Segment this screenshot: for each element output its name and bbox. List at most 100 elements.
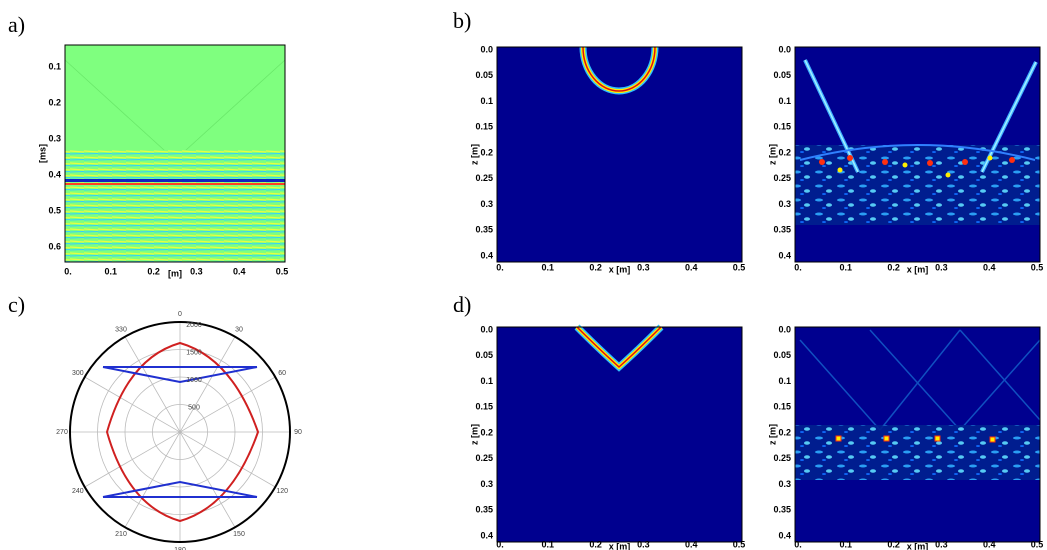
x-axis-label: x [m] [907,264,929,274]
seismogram-image [64,44,286,263]
y-tick-label: 0.25 [475,173,493,183]
y-tick-label: 0.3 [480,479,493,489]
y-tick-label: 0.35 [475,225,493,235]
y-tick-label: 0.15 [773,122,791,132]
angle-label: 210 [115,531,127,538]
angle-label: 270 [56,429,68,436]
panel-label: c) [8,292,25,317]
y-tick-label: 0.1 [480,376,493,386]
x-tick-label: 0. [794,539,802,549]
image-plot [794,326,1041,543]
angle-label: 60 [278,370,286,377]
image-plot [496,324,743,543]
x-tick-label: 0.4 [685,262,698,272]
angle-label: 240 [72,488,84,495]
radial-label: 1500 [186,349,202,356]
image-plot [794,46,1041,263]
x-tick-label: 0.3 [190,266,203,276]
x-tick-label: 0.1 [840,539,853,549]
x-tick-label: 0.4 [685,539,698,549]
x-tick-label: 0.2 [147,266,160,276]
x-axis-label: [m] [168,268,182,278]
y-axis-label: z [m] [469,144,479,165]
x-tick-label: 0. [794,262,802,272]
x-tick-label: 0. [64,266,72,276]
x-tick-label: 0.5 [276,266,289,276]
y-tick-label: 0.0 [778,324,791,334]
x-tick-label: 0.5 [733,539,746,549]
radial-label: 500 [188,404,200,411]
x-tick-label: 0.5 [733,262,746,272]
y-tick-label: 0.05 [773,70,791,80]
y-tick-label: 0.0 [480,44,493,54]
y-tick-label: 0.2 [480,147,493,157]
y-tick-label: 0.15 [475,402,493,412]
x-tick-label: 0. [496,539,504,549]
x-axis-label: x [m] [609,541,631,550]
image-plot [496,46,743,263]
x-axis-label: x [m] [907,541,929,550]
y-tick-label: 0.4 [480,530,493,540]
x-tick-label: 0.3 [935,262,948,272]
y-axis-label: z [m] [767,144,777,165]
y-tick-label: 0.2 [778,147,791,157]
y-axis-label: z [m] [767,424,777,445]
y-tick-label: 0.35 [773,225,791,235]
y-tick-label: 0.2 [480,427,493,437]
y-tick-label: 0.4 [48,169,61,179]
y-tick-label: 0.05 [475,350,493,360]
y-tick-label: 0.2 [778,427,791,437]
x-tick-label: 0.5 [1031,262,1044,272]
y-axis-label: [ms] [37,144,47,163]
polar-plot [69,321,291,543]
x-tick-label: 0.2 [589,262,602,272]
angle-label: 300 [72,370,84,377]
y-tick-label: 0.05 [475,70,493,80]
y-tick-label: 0.4 [480,250,493,260]
x-tick-label: 0.1 [542,262,555,272]
y-tick-label: 0.2 [48,97,61,107]
y-tick-label: 0.1 [778,376,791,386]
x-tick-label: 0.3 [935,539,948,549]
y-tick-label: 0.4 [778,530,791,540]
y-tick-label: 0.0 [778,44,791,54]
panel-label: b) [453,8,471,33]
x-tick-label: 0.1 [542,539,555,549]
y-tick-label: 0.5 [48,205,61,215]
y-tick-label: 0.35 [773,505,791,515]
x-tick-label: 0.2 [887,539,900,549]
x-tick-label: 0.4 [983,262,996,272]
y-tick-label: 0.1 [778,96,791,106]
y-tick-label: 0.3 [778,479,791,489]
x-tick-label: 0.5 [1031,539,1044,549]
x-tick-label: 0.1 [840,262,853,272]
y-tick-label: 0.25 [773,453,791,463]
x-axis-label: x [m] [609,264,631,274]
y-tick-label: 0.0 [480,324,493,334]
y-tick-label: 0.15 [773,402,791,412]
x-tick-label: 0.4 [983,539,996,549]
x-tick-label: 0.4 [233,266,246,276]
x-tick-label: 0.3 [637,262,650,272]
y-tick-label: 0.3 [480,199,493,209]
angle-label: 0 [178,311,182,318]
y-tick-label: 0.3 [48,133,61,143]
y-tick-label: 0.3 [778,199,791,209]
y-tick-label: 0.6 [48,241,61,251]
y-tick-label: 0.05 [773,350,791,360]
angle-label: 330 [115,327,127,334]
x-tick-label: 0.1 [105,266,118,276]
y-tick-label: 0.35 [475,505,493,515]
y-tick-label: 0.1 [480,96,493,106]
angle-label: 180 [174,547,186,550]
angle-label: 90 [294,429,302,436]
x-tick-label: 0.2 [887,262,900,272]
y-tick-label: 0.25 [475,453,493,463]
angle-label: 150 [233,531,245,538]
angle-label: 30 [235,327,243,334]
x-tick-label: 0.3 [637,539,650,549]
panel-label: d) [453,292,471,317]
y-tick-label: 0.1 [48,61,61,71]
radial-label: 1000 [186,377,202,384]
